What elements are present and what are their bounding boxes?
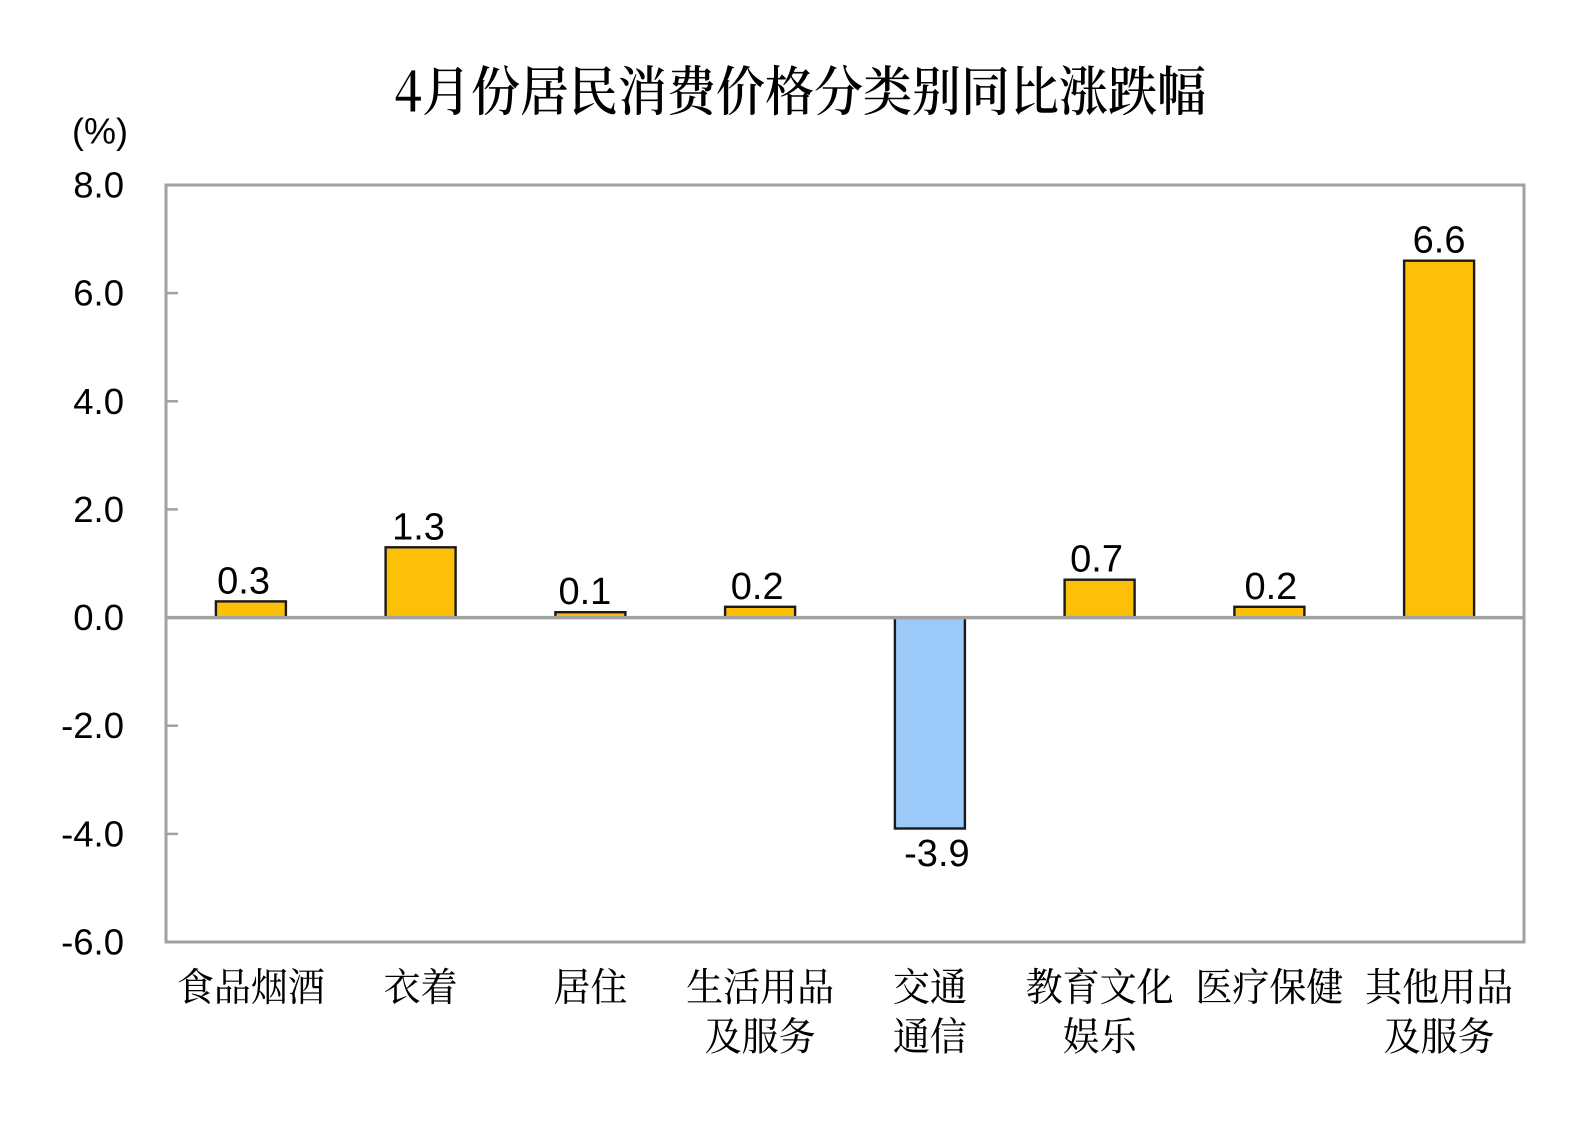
svg-text:1.3: 1.3: [392, 506, 445, 548]
svg-text:2.0: 2.0: [73, 489, 124, 530]
svg-text:8.0: 8.0: [73, 165, 124, 206]
svg-text:4.0: 4.0: [73, 381, 124, 422]
svg-text:0.3: 0.3: [217, 560, 270, 602]
svg-text:-6.0: -6.0: [61, 922, 124, 963]
svg-text:6.6: 6.6: [1413, 220, 1466, 262]
svg-text:0.2: 0.2: [1244, 566, 1297, 608]
svg-text:6.0: 6.0: [73, 273, 124, 314]
svg-text:(%): (%): [72, 111, 128, 152]
svg-text:-2.0: -2.0: [61, 705, 124, 746]
svg-text:0.0: 0.0: [73, 597, 124, 638]
svg-text:0.7: 0.7: [1070, 539, 1123, 581]
svg-text:0.2: 0.2: [731, 566, 784, 608]
svg-text:-4.0: -4.0: [61, 813, 124, 854]
svg-text:0.1: 0.1: [558, 571, 611, 613]
svg-text:-3.9: -3.9: [904, 833, 969, 875]
